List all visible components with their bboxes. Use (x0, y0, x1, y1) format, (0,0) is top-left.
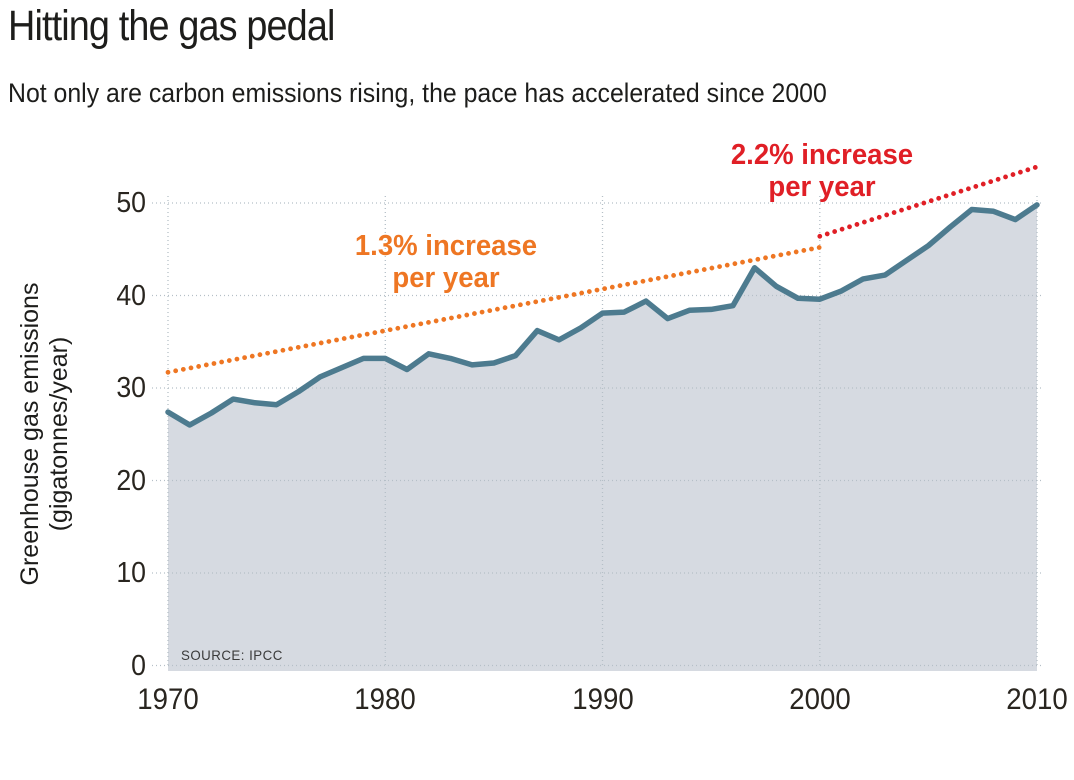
annotation-2-2-percent-line2: per year (768, 171, 876, 203)
y-tick-20: 20 (116, 465, 146, 497)
x-tick-2000: 2000 (789, 683, 851, 716)
y-tick-0: 0 (131, 650, 146, 682)
y-tick-30: 30 (116, 372, 146, 404)
annotation-1-3-percent-line2: per year (392, 262, 500, 294)
annotation-1-3-percent-line1: 1.3% increase (354, 230, 538, 262)
y-tick-10: 10 (116, 557, 146, 589)
y-axis-title-line2: (gigatonnes/year) (45, 336, 73, 532)
trend-line-2-2-percent (817, 164, 1040, 239)
emissions-line (165, 202, 1040, 428)
x-tick-1970: 1970 (137, 683, 199, 716)
x-tick-1990: 1990 (572, 683, 634, 716)
annotation-1-3-percent: 1.3% increase per year (313, 230, 579, 294)
chart-subtitle: Not only are carbon emissions rising, th… (8, 78, 827, 108)
y-tick-40: 40 (116, 280, 146, 312)
x-tick-1980: 1980 (354, 683, 416, 716)
chart-title: Hitting the gas pedal (8, 2, 335, 50)
y-axis-title: Greenhouse gas emissions (gigatonnes/yea… (16, 194, 76, 674)
emissions-area (168, 204, 1037, 671)
trend-line-1-3-percent (165, 244, 823, 375)
gridlines (152, 196, 1042, 667)
x-tick-2010: 2010 (1006, 683, 1068, 716)
y-tick-50: 50 (116, 187, 146, 219)
source-credit: SOURCE: IPCC (181, 647, 283, 663)
y-axis-title-line1: Greenhouse gas emissions (16, 282, 44, 586)
annotation-2-2-percent: 2.2% increase per year (689, 139, 955, 203)
annotation-2-2-percent-line1: 2.2% increase (730, 139, 914, 171)
